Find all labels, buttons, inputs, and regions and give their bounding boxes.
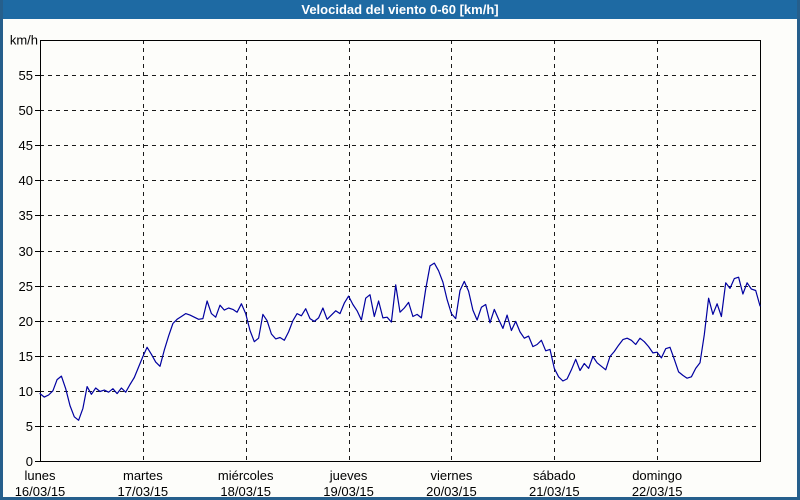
- y-tick-label: 5: [26, 419, 33, 434]
- y-tick-label: 0: [26, 454, 33, 469]
- title-bar: Velocidad del viento 0-60 [km/h]: [3, 0, 797, 19]
- day-name-label: martes: [123, 468, 163, 483]
- day-date-label: 22/03/15: [632, 484, 683, 499]
- plot-frame: [40, 40, 761, 462]
- day-date-label: 17/03/15: [118, 484, 169, 499]
- chart-title: Velocidad del viento 0-60 [km/h]: [301, 2, 499, 17]
- day-name-label: miércoles: [218, 468, 274, 483]
- y-tick-label: 35: [19, 208, 33, 223]
- day-name-label: sábado: [533, 468, 576, 483]
- day-date-label: 20/03/15: [426, 484, 477, 499]
- day-date-label: 18/03/15: [220, 484, 271, 499]
- wind-speed-series: [39, 262, 761, 421]
- day-name-label: lunes: [24, 468, 56, 483]
- y-tick-label: 50: [19, 103, 33, 118]
- day-date-label: 16/03/15: [15, 484, 66, 499]
- day-date-label: 19/03/15: [323, 484, 374, 499]
- y-tick-label: 10: [19, 384, 33, 399]
- y-tick-label: 55: [19, 68, 33, 83]
- y-axis-unit-label: km/h: [10, 33, 38, 48]
- y-tick-label: 25: [19, 279, 33, 294]
- y-tick-label: 40: [19, 173, 33, 188]
- day-date-label: 21/03/15: [529, 484, 580, 499]
- day-name-label: domingo: [632, 468, 682, 483]
- y-tick-label: 20: [19, 314, 33, 329]
- day-name-label: jueves: [329, 468, 368, 483]
- y-tick-label: 45: [19, 138, 33, 153]
- y-tick-label: 30: [19, 244, 33, 259]
- y-tick-label: 15: [19, 349, 33, 364]
- day-name-label: viernes: [430, 468, 472, 483]
